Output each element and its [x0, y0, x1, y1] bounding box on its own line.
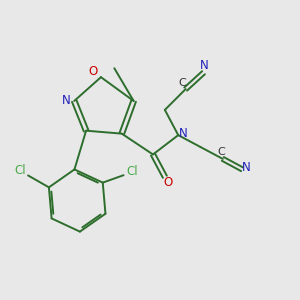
Text: N: N [179, 127, 188, 140]
Text: Cl: Cl [14, 164, 26, 178]
Text: N: N [61, 94, 70, 107]
Text: O: O [163, 176, 172, 189]
Text: O: O [88, 65, 97, 78]
Text: Cl: Cl [126, 165, 138, 178]
Text: N: N [200, 59, 208, 72]
Text: N: N [242, 161, 251, 174]
Text: C: C [179, 77, 187, 88]
Text: C: C [218, 147, 225, 158]
